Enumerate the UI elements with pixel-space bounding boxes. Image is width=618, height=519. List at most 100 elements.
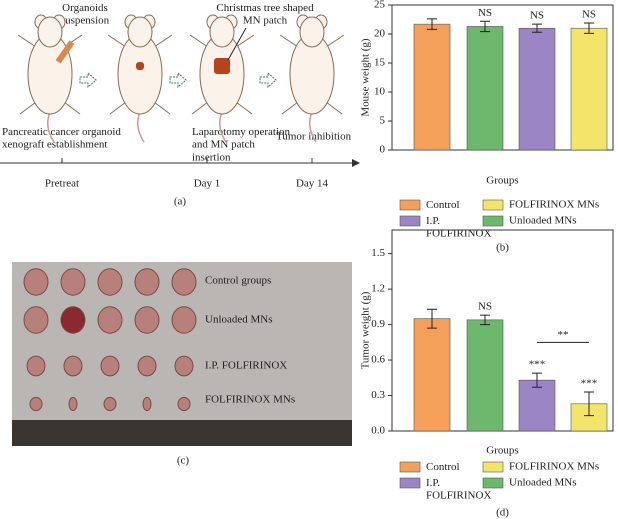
bar — [466, 319, 504, 432]
error-bar — [532, 372, 542, 388]
step-label: Pancreatic cancer organoid xenograft esta… — [2, 126, 121, 151]
tumor-sample — [142, 396, 152, 412]
legend-swatch — [399, 215, 421, 227]
mouse-limbs — [189, 34, 255, 115]
mouse-tail — [309, 111, 317, 143]
error-bar — [427, 18, 437, 30]
error-bar — [532, 23, 542, 33]
annotation: Christmas tree shaped MN patch — [216, 2, 314, 27]
tumor-sample — [97, 268, 123, 296]
panel-label: (a) — [174, 196, 187, 208]
bar — [518, 27, 556, 151]
row-label: I.P. FOLFIRINOX — [205, 360, 287, 372]
y-tick-label: 25 — [374, 0, 386, 11]
significance-label: NS — [478, 7, 492, 19]
error-bar — [584, 22, 594, 34]
tumor-sample — [171, 306, 197, 334]
step-arrow — [79, 71, 97, 89]
bar — [413, 318, 451, 432]
mouse-tail — [219, 111, 227, 143]
step-label: Tumor inhibition — [276, 131, 352, 143]
panel-c: Control groups Unloaded MNs I.P. FOLFIRI… — [12, 262, 352, 467]
mouse — [189, 14, 255, 143]
error-bar — [480, 20, 490, 33]
annotation: Organoids suspension — [61, 2, 110, 27]
y-tick-label: 1.5 — [371, 247, 385, 259]
tumor-sample — [60, 306, 86, 334]
y-tick-label: 10 — [374, 86, 386, 98]
mouse-limbs — [279, 34, 345, 115]
row-label: Control groups — [205, 275, 271, 287]
y-tick-label: 0.0 — [371, 425, 385, 437]
step-arrow — [169, 71, 187, 89]
legend-label: Control — [426, 199, 460, 211]
mouse — [17, 14, 83, 143]
legend-swatch — [399, 461, 421, 473]
x-axis-title: Groups — [486, 445, 518, 457]
timeline-arrow — [352, 159, 360, 167]
legend-swatch — [482, 461, 504, 473]
step-arrow — [259, 71, 277, 89]
bar — [570, 27, 608, 151]
tumor-sample — [177, 396, 191, 412]
mouse-limbs — [17, 34, 83, 115]
y-tick-label: 0.6 — [371, 354, 385, 366]
mouse-head — [299, 16, 325, 48]
bar — [518, 379, 556, 432]
mouse-tail — [47, 111, 55, 143]
legend-swatch — [482, 477, 504, 489]
mouse-head — [37, 16, 63, 48]
y-tick-label: 15 — [374, 57, 386, 69]
significance-label: NS — [478, 301, 492, 313]
panel-label: (d) — [496, 507, 509, 519]
tumor-sample — [134, 306, 160, 334]
tumor-sample — [171, 268, 197, 296]
tumor-sample — [134, 268, 160, 296]
error-bar — [480, 314, 490, 326]
bracket-label: ** — [558, 329, 569, 341]
error-bar — [584, 391, 594, 417]
significance-label: NS — [582, 9, 596, 21]
panel-label: (b) — [496, 242, 509, 254]
legend-label: Unloaded MNs — [509, 215, 577, 227]
y-tick-label: 1.2 — [371, 283, 385, 295]
mouse-head — [127, 16, 153, 48]
y-tick-label: 0 — [380, 144, 386, 156]
tumor-sample — [29, 396, 43, 412]
tumor-sample — [23, 268, 49, 296]
legend-label: I.P. FOLFIRINOX — [426, 477, 491, 502]
timeline-label: Pretreat — [45, 178, 79, 190]
tumor-sample — [97, 306, 123, 334]
legend-label: Unloaded MNs — [509, 477, 577, 489]
y-axis-title: Mouse weight (g) — [360, 38, 372, 117]
tumor-sample — [26, 355, 46, 377]
legend-label: I.P. FOLFIRINOX — [426, 215, 491, 240]
y-axis-title: Tumor weight (g) — [360, 291, 372, 369]
mouse-limbs — [107, 34, 173, 115]
legend-swatch — [399, 199, 421, 211]
legend-label: FOLFIRINOX MNs — [509, 199, 599, 211]
significance-label: *** — [529, 359, 546, 371]
significance-label: *** — [581, 378, 598, 390]
row-label: Unloaded MNs — [205, 314, 273, 326]
legend-swatch — [482, 199, 504, 211]
y-tick-label: 20 — [374, 28, 386, 40]
legend-swatch — [482, 215, 504, 227]
panel-label: (c) — [177, 455, 190, 467]
bar — [466, 26, 504, 151]
mouse — [279, 14, 345, 143]
significance-label: NS — [530, 10, 544, 22]
legend-label: Control — [426, 461, 460, 473]
tumor-sample — [60, 268, 86, 296]
ruler — [12, 420, 352, 446]
legend-label: FOLFIRINOX MNs — [509, 461, 599, 473]
x-axis-title: Groups — [486, 175, 518, 187]
tumor-sample — [100, 355, 120, 377]
mouse — [107, 14, 173, 143]
row-label: FOLFIRINOX MNs — [205, 394, 295, 406]
y-tick-label: 0.3 — [371, 389, 385, 401]
tumor-sample — [63, 355, 83, 377]
tumor-sample — [137, 355, 157, 377]
panel-a: Pretreat Day 1 Day 14 (a) Organoids suspe… — [0, 2, 360, 208]
